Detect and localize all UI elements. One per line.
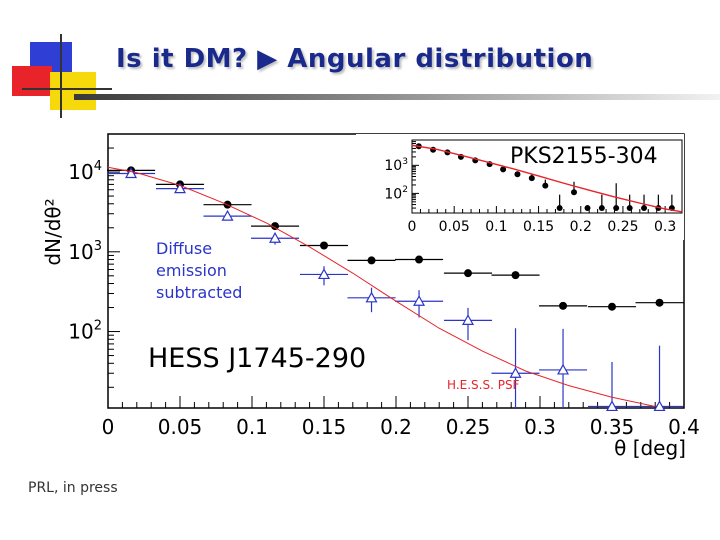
main-data-point-triangle — [461, 314, 475, 325]
main-data-point — [223, 200, 232, 209]
inset-data-point — [514, 171, 521, 178]
main-data-point-triangle — [653, 400, 666, 412]
main-data-point-triangle — [605, 400, 619, 412]
main-x-tick-label: 0.05 — [158, 415, 203, 439]
main-x-tick-label: 0.3 — [524, 415, 556, 439]
main-data-point-triangle — [173, 182, 187, 194]
inset-x-tick-label: 0 — [408, 219, 417, 235]
inset-data-point — [430, 146, 437, 153]
inset-data-point — [668, 205, 675, 212]
x-axis-label: θ [deg] — [614, 436, 686, 460]
inset-data-point — [500, 166, 507, 173]
main-data-point-triangle — [317, 268, 331, 280]
inset-data-point — [613, 205, 620, 212]
footer-note: PRL, in press — [28, 480, 118, 496]
main-data-point — [608, 302, 616, 311]
diffuse-annotation-line-1: Diffuse — [156, 239, 212, 258]
inset-data-point — [444, 149, 451, 156]
logo-vertical-line — [60, 34, 62, 118]
main-x-tick-label: 0.15 — [302, 415, 347, 439]
main-data-point-triangle — [557, 363, 570, 375]
inset-data-point — [457, 153, 464, 160]
main-data-point-triangle — [125, 167, 138, 179]
inset-x-tick-label: 0.15 — [523, 219, 554, 235]
slide-title: Is it DM? ▶ Angular distribution — [116, 44, 594, 74]
main-y-tick-label: 102 — [68, 319, 102, 344]
main-data-point-triangle — [269, 231, 282, 243]
inset-x-tick-label: 0.3 — [654, 219, 676, 235]
inset-y-tick-label: 103 — [384, 157, 408, 174]
main-psf-curve — [107, 166, 656, 407]
main-frame — [107, 133, 685, 409]
inset-data-point — [641, 205, 648, 212]
inset-y-tick-label: 102 — [384, 185, 408, 202]
inset-data-point — [626, 205, 633, 212]
inset-frame — [411, 139, 683, 214]
logo-horizontal-line — [22, 88, 112, 90]
diffuse-annotation-line-3: subtracted — [156, 283, 242, 302]
main-data-point-triangle — [509, 367, 522, 378]
inset-background — [356, 134, 684, 240]
inset-data-point — [415, 143, 422, 150]
inset-x-tick-label: 0.25 — [607, 219, 638, 235]
main-data-point — [176, 180, 184, 189]
main-data-point-triangle — [413, 294, 426, 306]
main-x-tick-label: 0.2 — [380, 415, 412, 439]
chart-title: HESS J1745-290 — [148, 343, 366, 374]
main-data-point — [271, 222, 280, 231]
inset-data-point — [486, 161, 493, 168]
main-data-point-triangle — [221, 209, 234, 221]
main-x-tick-label: 0.4 — [668, 415, 700, 439]
inset-data-point — [556, 205, 563, 212]
inset-data-point — [528, 175, 535, 182]
y-axis-label: dN/dθ² — [41, 198, 65, 265]
inset-data-point — [598, 205, 605, 212]
main-data-point — [655, 298, 664, 307]
main-data-point — [367, 256, 376, 265]
inset-title: PKS2155-304 — [510, 144, 658, 169]
inset-data-point — [584, 205, 591, 212]
inset-x-tick-label: 0.05 — [439, 219, 470, 235]
main-data-point — [320, 241, 328, 250]
main-x-tick-label: 0.35 — [590, 415, 635, 439]
logo-yellow-square — [50, 72, 96, 110]
inset-data-point — [542, 182, 549, 189]
main-data-point — [511, 271, 520, 280]
inset-data-point — [472, 157, 479, 164]
main-data-point — [415, 255, 424, 264]
main-data-point — [464, 269, 472, 278]
main-data-point — [127, 166, 136, 175]
inset-psf-curve — [411, 144, 683, 213]
inset-data-point — [655, 205, 662, 212]
title-divider — [74, 94, 720, 100]
inset-x-tick-label: 0.2 — [570, 219, 592, 235]
diffuse-annotation-line-2: emission — [156, 261, 227, 280]
main-y-tick-label: 103 — [68, 239, 102, 264]
main-x-tick-label: 0 — [102, 415, 115, 439]
main-x-tick-label: 0.25 — [446, 415, 491, 439]
main-data-point — [559, 301, 568, 310]
logo-red-square — [12, 66, 52, 96]
inset-x-tick-label: 0.1 — [485, 219, 507, 235]
main-data-point-triangle — [365, 291, 378, 303]
main-x-tick-label: 0.1 — [236, 415, 268, 439]
inset-data-point — [571, 189, 577, 196]
psf-annotation: H.E.S.S. PSF — [447, 378, 520, 392]
main-y-tick-label: 104 — [68, 159, 102, 184]
